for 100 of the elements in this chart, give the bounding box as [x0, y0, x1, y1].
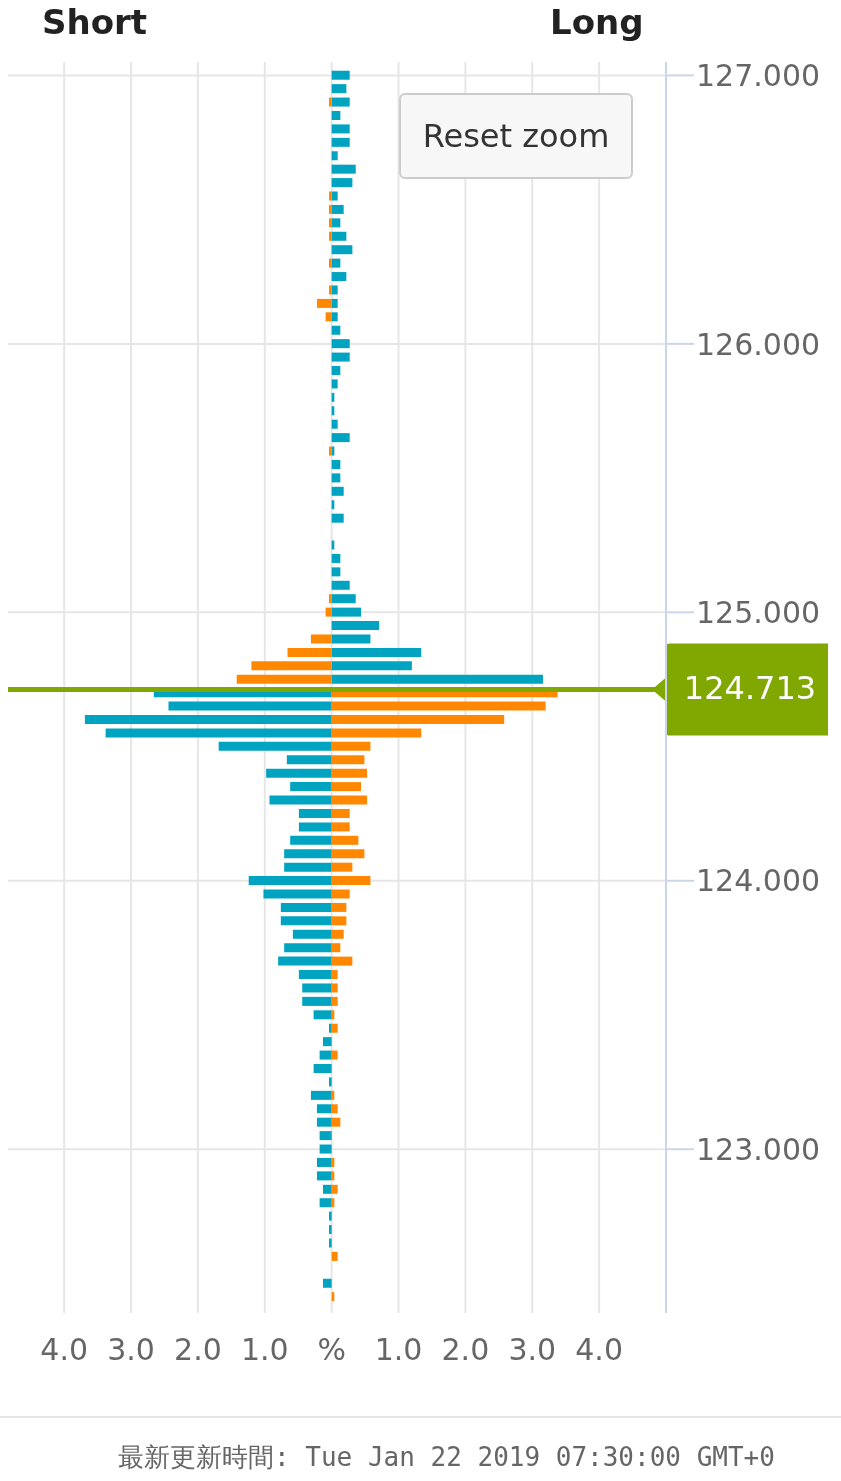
bar: [331, 97, 350, 107]
bar: [278, 956, 332, 966]
bar: [331, 674, 543, 684]
bar: [331, 1251, 338, 1261]
y-tick-label: 123.000: [696, 1131, 821, 1167]
bar: [331, 862, 353, 872]
bar: [331, 983, 338, 993]
bar: [328, 204, 332, 214]
bar: [331, 956, 353, 966]
bar: [328, 1238, 332, 1248]
bar: [331, 634, 371, 644]
x-tick-label: 4.0: [40, 1332, 89, 1368]
ref-line-label: 124.713: [683, 669, 817, 708]
bar: [287, 647, 332, 657]
bar: [319, 1198, 332, 1208]
bar: [331, 902, 347, 912]
x-tick-label: 2.0: [174, 1332, 222, 1368]
bar: [84, 715, 332, 724]
bar: [331, 124, 350, 134]
bar: [331, 513, 344, 523]
bar: [236, 674, 332, 684]
bar: [331, 594, 356, 604]
bar: [328, 258, 332, 268]
bar: [328, 285, 332, 295]
bar: [331, 433, 350, 443]
bar: [328, 1225, 332, 1235]
x-tick-label: %: [317, 1332, 346, 1368]
bar: [331, 553, 341, 563]
bar: [286, 755, 332, 765]
bar: [251, 661, 332, 671]
bar: [331, 325, 341, 335]
bar: [298, 970, 332, 980]
bar: [331, 782, 362, 792]
bar: [331, 647, 422, 657]
bar: [319, 1131, 332, 1141]
bar: [331, 204, 344, 214]
bar: [331, 768, 368, 778]
x-tick-label: 1.0: [374, 1332, 423, 1368]
bar: [298, 822, 332, 832]
bar: [316, 1117, 332, 1127]
bar: [331, 164, 356, 174]
bar: [331, 339, 350, 349]
x-tick-label: 3.0: [508, 1332, 557, 1368]
bar: [322, 1278, 332, 1288]
bar: [331, 567, 341, 577]
bar: [322, 1184, 332, 1194]
bar: [331, 849, 365, 859]
bar: [331, 1117, 341, 1127]
x-tick-label: 2.0: [441, 1332, 490, 1368]
bar: [168, 701, 332, 711]
bar: [322, 1037, 332, 1047]
bar: [331, 943, 341, 953]
bar: [331, 178, 353, 188]
bar: [331, 876, 371, 886]
bar: [290, 782, 332, 792]
bar: [280, 916, 332, 926]
bar: [316, 1171, 332, 1181]
bar: [328, 1211, 332, 1221]
bar: [292, 929, 332, 939]
bar: [331, 218, 341, 228]
bar: [331, 970, 338, 980]
bar: [331, 889, 350, 899]
text: Long: [550, 2, 644, 42]
bar: [218, 741, 332, 751]
bar: [313, 1063, 332, 1073]
bar: [316, 1104, 332, 1114]
text: Short: [42, 2, 148, 42]
bar: [302, 983, 332, 993]
bar: [331, 728, 422, 738]
bar: [331, 661, 412, 671]
bar: [325, 312, 332, 322]
bar: [284, 943, 332, 953]
bar: [284, 862, 332, 872]
bar: [331, 459, 341, 469]
bar: [331, 191, 338, 201]
bar: [331, 580, 350, 590]
bar: [331, 701, 546, 711]
bar: [331, 110, 341, 120]
bar: [298, 808, 332, 818]
bar: [316, 298, 332, 308]
bar: [331, 151, 338, 161]
bar: [105, 728, 332, 738]
bar: [331, 366, 341, 376]
bar: [331, 996, 338, 1006]
bar: [319, 1050, 332, 1060]
x-tick-label: 1.0: [240, 1332, 289, 1368]
bar: [331, 352, 350, 362]
bar: [325, 607, 332, 617]
bar: [310, 634, 332, 644]
x-tick-label: 3.0: [107, 1332, 155, 1368]
bar: [331, 741, 371, 751]
y-tick-label: 124.000: [696, 863, 821, 899]
bar: [331, 312, 338, 322]
bar: [280, 902, 332, 912]
bar: [331, 272, 347, 282]
reset-zoom-button: Reset zoom: [399, 93, 633, 179]
bar: [331, 1050, 338, 1060]
bar: [331, 822, 350, 832]
bar: [269, 795, 332, 805]
bar: [331, 715, 505, 724]
